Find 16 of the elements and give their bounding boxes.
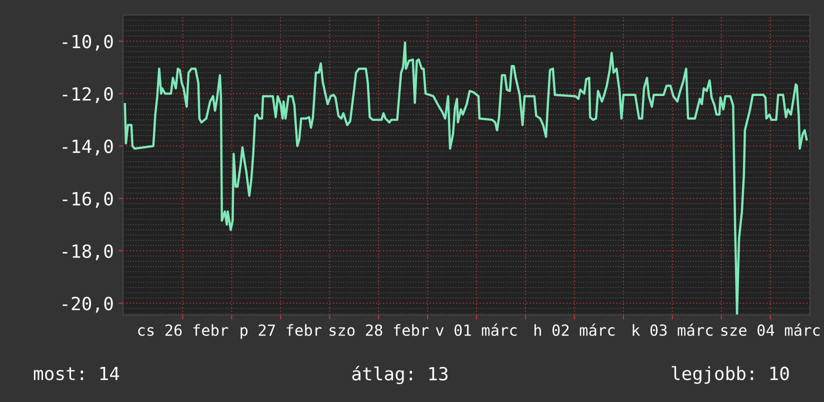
y-tick-label: -20,0 xyxy=(62,296,113,313)
x-tick-label: v 01 márc xyxy=(436,324,517,336)
x-tick-label: szo 28 febr xyxy=(330,324,429,336)
x-tick-label: cs 26 febr xyxy=(138,324,228,336)
y-tick-label: -16,0 xyxy=(62,192,113,208)
x-tick-label: h 02 márc xyxy=(534,324,615,336)
text: átlag: 13 xyxy=(352,366,448,384)
y-tick-label: -14,0 xyxy=(62,140,113,156)
x-tick-label: p 27 febr xyxy=(240,324,322,339)
y-tick-label: -12,0 xyxy=(62,87,113,104)
x-tick-label: sze 04 márc xyxy=(721,324,820,336)
text: legjobb: 10 xyxy=(672,366,789,384)
text: most: 14 xyxy=(34,366,120,380)
y-tick-label: -10,0 xyxy=(62,34,113,51)
y-tick-label: -18,0 xyxy=(62,244,113,260)
x-tick-label: k 03 márc xyxy=(632,324,713,336)
